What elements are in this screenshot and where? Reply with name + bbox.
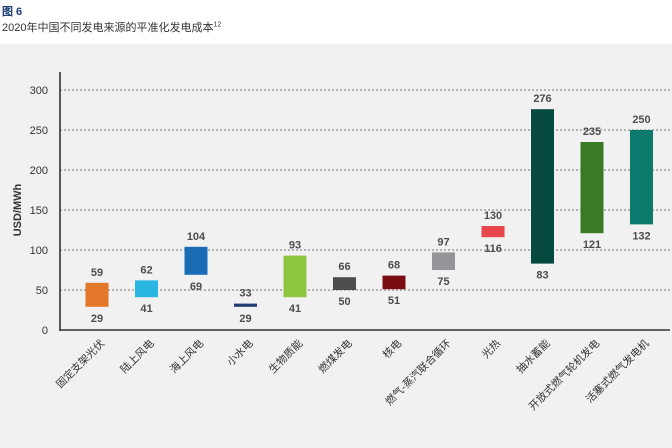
bar-5 (333, 277, 356, 290)
bar-low-label: 83 (536, 270, 548, 282)
y-axis-label: USD/MWh (12, 183, 24, 236)
x-tick-label: 抽水蓄能 (514, 337, 553, 376)
x-tick-label: 海上风电 (167, 337, 206, 376)
x-tick-label: 固定支架光伏 (53, 337, 107, 391)
x-tick-label: 燃煤发电 (316, 337, 355, 376)
y-tick-label: 300 (30, 85, 48, 97)
y-tick-label: 0 (42, 325, 48, 337)
bar-low-label: 29 (91, 313, 103, 325)
bar-high-label: 97 (437, 236, 449, 248)
bar-low-label: 116 (484, 243, 502, 255)
bar-low-label: 121 (583, 239, 601, 251)
bar-low-label: 41 (289, 303, 301, 315)
x-tick-label: 陆上风电 (118, 337, 157, 376)
bar-high-label: 250 (632, 114, 650, 126)
bar-high-label: 130 (484, 210, 502, 222)
x-tick-label: 光热 (479, 337, 503, 361)
bar-11 (630, 130, 653, 225)
bar-high-label: 93 (289, 240, 301, 252)
bar-high-label: 66 (338, 261, 350, 273)
bar-3 (234, 303, 257, 307)
bar-6 (382, 275, 406, 290)
bar-4 (283, 255, 307, 298)
bar-high-label: 104 (187, 231, 206, 243)
bar-0 (85, 282, 109, 307)
bar-1 (135, 280, 158, 298)
bar-low-label: 75 (437, 276, 449, 288)
x-tick-label: 生物质能 (266, 337, 305, 376)
figure-label: 图 6 (2, 6, 23, 18)
bar-high-label: 68 (388, 260, 400, 272)
y-tick-label: 100 (30, 245, 48, 257)
bar-low-label: 50 (338, 296, 350, 308)
x-tick-label: 核电 (380, 337, 404, 361)
bar-high-label: 276 (533, 93, 551, 105)
bar-high-label: 59 (91, 267, 103, 279)
x-tick-label: 小水电 (224, 337, 256, 369)
bar-9 (531, 109, 554, 264)
chart-title-footnote: 12 (213, 21, 222, 29)
bar-low-label: 41 (140, 303, 152, 315)
bar-low-label: 132 (632, 230, 650, 242)
y-tick-label: 200 (30, 165, 48, 177)
bar-low-label: 51 (388, 295, 400, 307)
bar-7 (432, 252, 455, 270)
bar-2 (184, 246, 208, 275)
y-tick-label: 50 (36, 285, 48, 297)
chart-panel: 0 50 100 150 200 250 300 USD/MWh 59 29 固定支架光伏 62 41 陆… (0, 44, 672, 448)
bar-high-label: 235 (583, 126, 601, 138)
chart-title-text: 2020年中国不同发电来源的平准化发电成本 (2, 22, 214, 34)
lcoe-range-chart: 0 50 100 150 200 250 300 USD/MWh 59 29 固定支架光伏 62 41 陆… (12, 72, 670, 413)
bar-high-label: 33 (239, 288, 251, 300)
bar-10 (580, 142, 604, 234)
y-tick-label: 250 (30, 125, 48, 137)
bar-8 (481, 226, 505, 238)
chart-title: 2020年中国不同发电来源的平准化发电成本12 (2, 19, 221, 35)
bar-high-label: 62 (140, 264, 152, 276)
bar-low-label: 29 (239, 313, 251, 325)
y-tick-label: 150 (30, 205, 48, 217)
bar-low-label: 69 (190, 281, 202, 293)
